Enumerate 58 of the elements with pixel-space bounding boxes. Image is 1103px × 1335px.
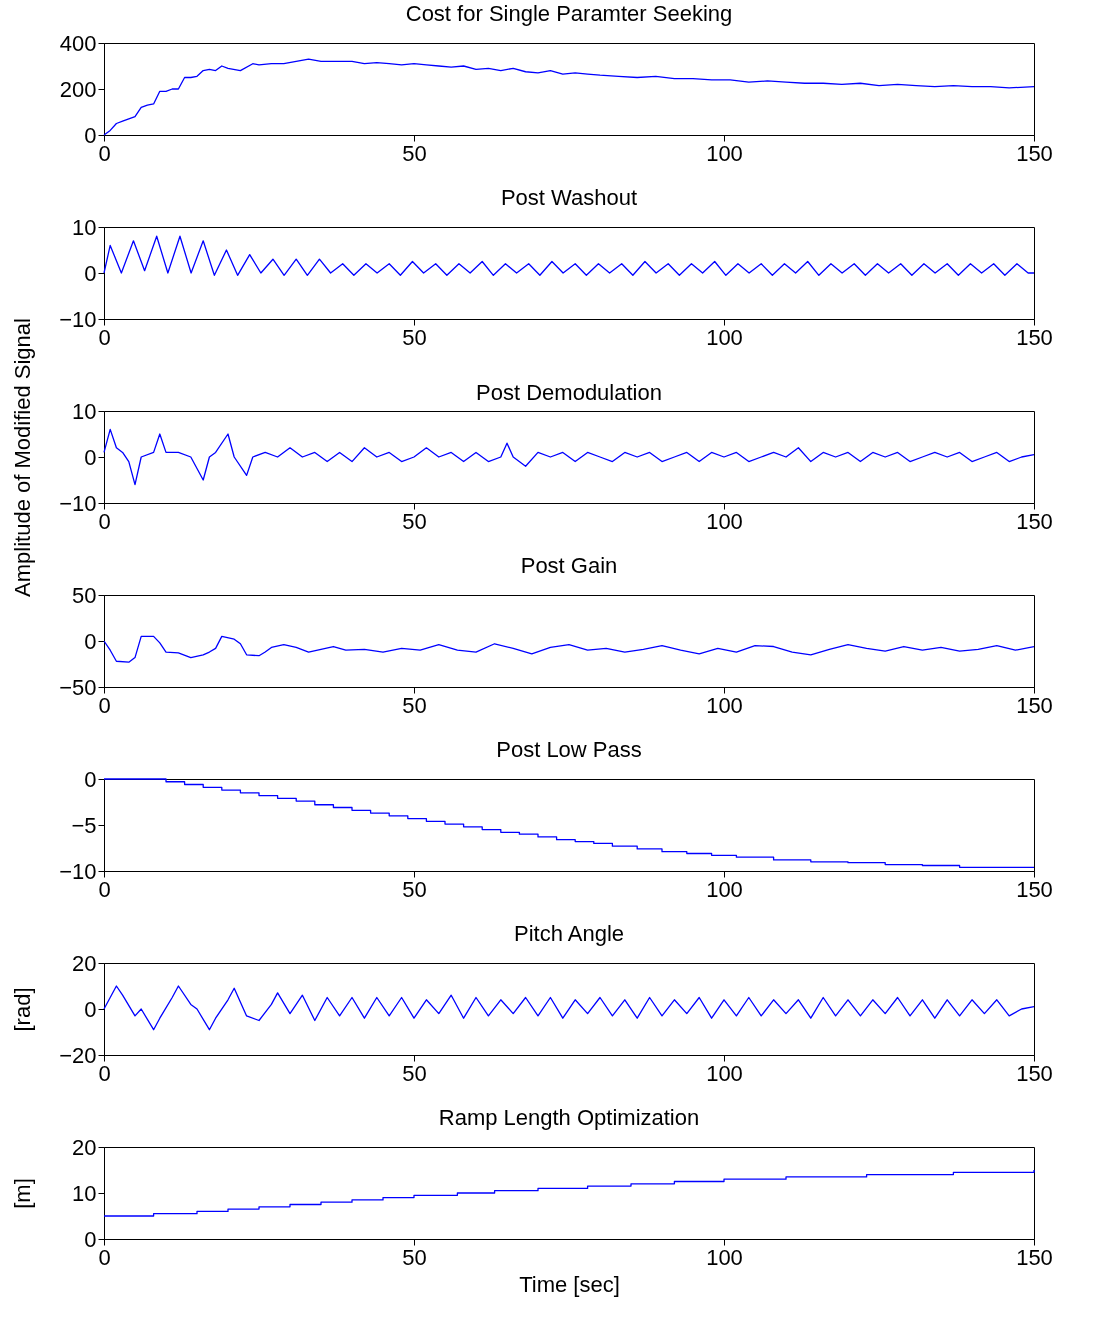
y-tick-label: 0	[84, 766, 97, 792]
line-series	[103, 985, 1035, 1031]
y-tick-label: 0	[84, 444, 97, 470]
y-tick-label: 10	[72, 398, 97, 424]
line-series	[103, 428, 1035, 486]
y-tick-label: 20	[72, 950, 97, 976]
x-tick-label: 150	[1016, 692, 1053, 718]
x-tick-label: 50	[402, 508, 427, 534]
y-tick-label: 10	[72, 214, 97, 240]
x-tick-label: 150	[1016, 140, 1053, 166]
x-tick-label: 150	[1016, 876, 1053, 902]
y-tick-label: 200	[59, 76, 97, 102]
y-axis-title: [rad]	[9, 987, 35, 1032]
x-tick-label: 150	[1016, 1060, 1053, 1086]
line-series	[103, 635, 1035, 663]
y-tick-label: 400	[59, 30, 97, 56]
x-tick-label: 100	[706, 140, 743, 166]
x-tick-label: 50	[402, 140, 427, 166]
chart-title: Pitch Angle	[513, 921, 625, 946]
chart-title: Post Washout	[500, 185, 638, 210]
y-tick-label: 0	[84, 260, 97, 286]
x-tick-label: 100	[706, 876, 743, 902]
x-tick-label: 150	[1016, 1244, 1053, 1270]
y-tick-label: 0	[84, 996, 97, 1022]
y-tick-label: −50	[59, 674, 97, 700]
y-tick-label: 0	[84, 1226, 97, 1252]
y-tick-label: −5	[71, 812, 97, 838]
y-tick-label: −10	[59, 490, 97, 516]
chart-title: Cost for Single Paramter Seeking	[405, 1, 733, 26]
x-tick-label: 100	[706, 692, 743, 718]
y-tick-label: 20	[72, 1134, 97, 1160]
y-tick-label: −10	[59, 858, 97, 884]
chart-title: Post Demodulation	[476, 380, 662, 405]
y-tick-label: 0	[84, 628, 97, 654]
x-tick-label: 100	[706, 1244, 743, 1270]
x-tick-label: 150	[1016, 324, 1053, 350]
x-tick-label: 50	[402, 1060, 427, 1086]
y-axis-title: Amplitude of Modified Signal	[9, 318, 35, 597]
line-series	[103, 235, 1035, 276]
y-tick-label: 10	[72, 1180, 97, 1206]
chart-title: Post Gain	[520, 553, 618, 578]
x-tick-label: 50	[402, 692, 427, 718]
y-tick-label: 0	[84, 122, 97, 148]
x-axis-title: Time [sec]	[519, 1271, 620, 1297]
y-tick-label: −10	[59, 306, 97, 332]
y-tick-label: 50	[72, 582, 97, 608]
y-axis-title: [m]	[9, 1178, 35, 1209]
line-series	[103, 58, 1035, 136]
chart-title: Post Low Pass	[496, 737, 642, 762]
x-tick-label: 100	[706, 324, 743, 350]
x-tick-label: 50	[402, 324, 427, 350]
x-tick-label: 50	[402, 1244, 427, 1270]
x-tick-label: 150	[1016, 508, 1053, 534]
chart-title: Ramp Length Optimization	[438, 1105, 700, 1130]
y-tick-label: −20	[59, 1042, 97, 1068]
x-tick-label: 100	[706, 508, 743, 534]
x-tick-label: 100	[706, 1060, 743, 1086]
x-tick-label: 50	[402, 876, 427, 902]
